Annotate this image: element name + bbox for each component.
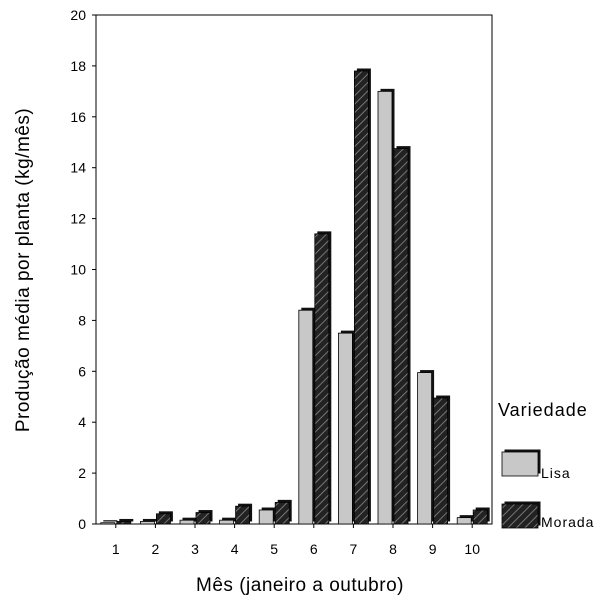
y-tick-label: 20	[70, 7, 86, 23]
bar-morada-1	[116, 521, 132, 525]
y-tick-label: 0	[78, 516, 86, 532]
bar-morada-9	[433, 397, 449, 525]
bar-lisa-9	[417, 372, 433, 525]
legend-label-morada: Morada	[541, 514, 594, 530]
legend-title: Variedade	[498, 400, 588, 420]
y-tick-label: 14	[70, 160, 86, 176]
bar-morada-10	[472, 509, 488, 525]
bar-lisa-8	[377, 90, 393, 525]
bar-morada-4	[235, 505, 251, 525]
bar-lisa-4	[219, 519, 235, 525]
bar-lisa-1	[100, 522, 116, 525]
bar-lisa-3	[179, 519, 195, 525]
x-tick-label: 8	[389, 541, 397, 557]
bar-lisa-5	[258, 509, 274, 525]
y-axis: 0 2 4 6 8 10 12 14 16 18 20	[70, 7, 96, 532]
bar-shadow	[222, 517, 237, 522]
bar-lisa-2	[139, 521, 155, 525]
x-axis: 1 2 3 4 5 6 7 8 9 10	[112, 524, 480, 557]
x-tick-label: 9	[429, 541, 437, 557]
legend-swatch-lisa	[501, 451, 539, 477]
bar-shadow	[182, 517, 197, 522]
y-tick-label: 8	[78, 312, 86, 328]
x-tick-label: 6	[310, 541, 318, 557]
bar-morada-7	[353, 70, 369, 525]
y-tick-label: 6	[78, 363, 86, 379]
bar-morada-6	[314, 233, 330, 525]
x-tick-label: 4	[231, 541, 239, 557]
bar-lisa-10	[456, 517, 472, 525]
x-tick-label: 1	[112, 541, 120, 557]
y-axis-title: Produção média por planta (kg/mês)	[13, 108, 34, 432]
y-tick-label: 18	[70, 58, 86, 74]
bar-shadow	[103, 520, 118, 522]
bar-morada-5	[274, 501, 290, 525]
y-tick-label: 12	[70, 211, 86, 227]
legend-label-lisa: Lisa	[541, 465, 571, 481]
y-tick-label: 16	[70, 109, 86, 125]
bar-shadow	[142, 518, 157, 522]
y-tick-label: 4	[78, 414, 86, 430]
legend: Variedade Lisa Morada	[498, 400, 594, 530]
x-tick-label: 7	[350, 541, 358, 557]
bar-lisa-7	[337, 332, 353, 525]
bar-morada-3	[195, 512, 211, 525]
x-tick-label: 5	[270, 541, 278, 557]
x-tick-label: 3	[191, 541, 199, 557]
y-tick-label: 2	[78, 465, 86, 481]
x-tick-label: 2	[152, 541, 160, 557]
bar-morada-8	[393, 148, 409, 525]
x-tick-label: 10	[464, 541, 480, 557]
y-tick-label: 10	[70, 262, 86, 278]
x-axis-title: Mês (janeiro a outubro)	[196, 575, 404, 596]
bar-morada-2	[155, 513, 171, 525]
bar-shadow	[119, 518, 134, 522]
bars	[100, 68, 490, 525]
bar-lisa-6	[298, 309, 314, 525]
legend-swatch-morada	[501, 503, 539, 529]
